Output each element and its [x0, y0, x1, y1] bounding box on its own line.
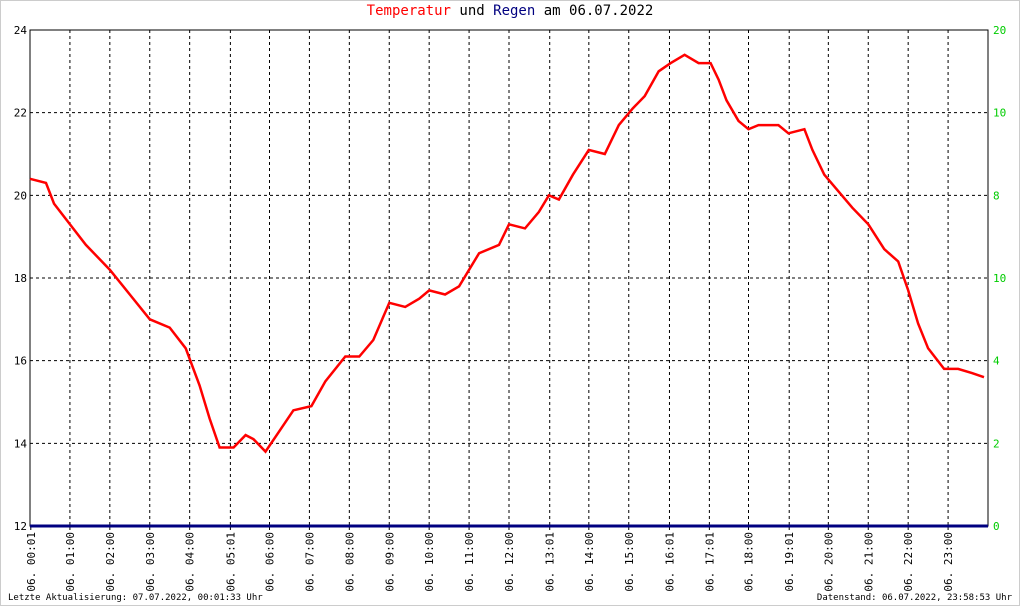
- x-tick-label: 06. 01:00: [64, 532, 77, 592]
- x-tick-label: 06. 22:00: [902, 532, 915, 592]
- y-tick-label: 16: [14, 355, 27, 368]
- y-tick-label: 24: [14, 24, 28, 37]
- x-tick-label: 06. 14:00: [583, 532, 596, 592]
- y-tick-label: 18: [14, 272, 27, 285]
- footer-right: Datenstand: 06.07.2022, 23:58:53 Uhr: [817, 593, 1013, 603]
- x-tick-label: 06. 19:01: [783, 532, 796, 592]
- footer-left: Letzte Aktualisierung: 07.07.2022, 00:01…: [8, 593, 263, 603]
- x-tick-label: 06. 11:00: [463, 532, 476, 592]
- x-tick-label: 06. 05:01: [224, 532, 237, 592]
- x-tick-label: 06. 15:00: [623, 532, 636, 592]
- title-part: am 06.07.2022: [544, 3, 654, 19]
- title-part: Regen: [493, 3, 535, 19]
- x-tick-label: 06. 03:00: [144, 532, 157, 592]
- y2-tick-label: 8: [993, 189, 1000, 202]
- title-part: Temperatur: [367, 3, 451, 19]
- x-tick-label: 06. 06:00: [264, 532, 277, 592]
- x-tick-label: 06. 13:01: [544, 532, 557, 592]
- y2-tick-label: 0: [993, 520, 1000, 533]
- chart-title: Temperatur und Regen am 06.07.2022: [367, 3, 654, 19]
- x-tick-label: 06. 04:00: [184, 532, 197, 592]
- x-tick-label: 06. 10:00: [423, 532, 436, 592]
- y-tick-label: 22: [14, 107, 27, 120]
- y-tick-label: 12: [14, 520, 27, 533]
- y2-tick-label: 4: [993, 355, 1000, 368]
- title-part: und: [459, 3, 484, 19]
- x-tick-label: 06. 12:00: [503, 532, 516, 592]
- series-line: [29, 53, 985, 454]
- y-tick-label: 20: [14, 189, 27, 202]
- x-tick-label: 06. 09:00: [383, 532, 396, 592]
- x-tick-label: 06. 00:01: [25, 532, 38, 592]
- x-tick-label: 06. 08:00: [343, 532, 356, 592]
- x-tick-label: 06. 17:01: [703, 532, 716, 592]
- y2-tick-label: 10: [993, 272, 1006, 285]
- y-tick-label: 14: [14, 437, 28, 450]
- x-tick-label: 06. 07:00: [303, 532, 316, 592]
- x-tick-label: 06. 16:01: [663, 532, 676, 592]
- x-tick-label: 06. 23:00: [942, 532, 955, 592]
- y2-tick-label: 2: [993, 437, 1000, 450]
- y2-tick-label: 20: [993, 24, 1006, 37]
- y2-tick-label: 10: [993, 107, 1006, 120]
- x-tick-label: 06. 20:00: [822, 532, 835, 592]
- x-tick-label: 06. 21:00: [862, 532, 875, 592]
- x-tick-label: 06. 18:00: [743, 532, 756, 592]
- x-tick-label: 06. 02:00: [104, 532, 117, 592]
